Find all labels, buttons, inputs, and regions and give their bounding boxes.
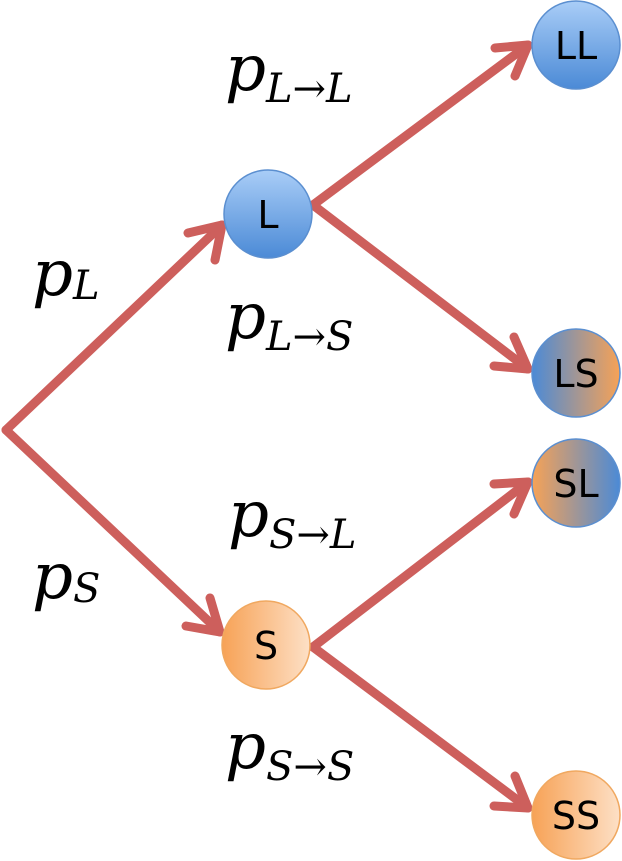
node-LS-label: LS xyxy=(553,352,598,396)
pStoL-sub: S xyxy=(269,512,296,558)
pL-sub: L xyxy=(72,263,100,309)
pLtoL-sub2: L xyxy=(325,66,353,112)
edge-L-to-LS xyxy=(308,200,533,374)
edge-label-pStoS: pS→S xyxy=(225,710,354,790)
edge-root-to-L xyxy=(1,220,227,435)
pStoL-base: p xyxy=(228,478,269,552)
edge-label-pL: pL xyxy=(32,237,100,311)
node-SL: SL xyxy=(531,438,621,528)
node-SS: SS xyxy=(531,770,621,860)
edge-root-to-S xyxy=(1,425,225,637)
pStoS-sub2: S xyxy=(327,744,354,790)
edge-label-pLtoL: pL→L xyxy=(225,32,353,112)
edge-L-to-LL xyxy=(308,40,533,210)
pLtoL-base: p xyxy=(225,32,266,106)
pLtoS-base: p xyxy=(225,280,266,354)
edge-label-pStoL: pS→L xyxy=(228,478,356,558)
pStoL-arrow: → xyxy=(296,512,330,558)
edges xyxy=(1,40,533,813)
node-LS: LS xyxy=(531,328,621,418)
node-LL: LL xyxy=(531,0,621,90)
pStoL-sub2: L xyxy=(329,512,357,558)
node-SL-label: SL xyxy=(553,462,598,506)
edge-label-pS: pS xyxy=(32,540,100,614)
pLtoS-arrow: → xyxy=(293,314,327,360)
edge-S-to-SL xyxy=(308,477,533,652)
pStoS-arrow: → xyxy=(293,744,327,790)
edge-label-pLtoS: pL→S xyxy=(225,280,353,360)
edge-S-to-SS xyxy=(308,642,533,813)
node-L-label: L xyxy=(257,193,278,237)
node-S-label: S xyxy=(254,624,278,668)
pStoS-base: p xyxy=(225,710,266,784)
pS-base: p xyxy=(32,540,73,614)
pLtoS-sub2: S xyxy=(326,314,353,360)
node-L: L xyxy=(223,169,313,259)
pLtoL-sub: L xyxy=(265,66,293,112)
pL-base: p xyxy=(32,237,73,311)
pS-sub: S xyxy=(73,566,100,612)
pLtoL-arrow: → xyxy=(293,66,327,112)
pStoS-sub: S xyxy=(266,744,293,790)
node-SS-label: SS xyxy=(552,794,600,838)
node-S: S xyxy=(221,600,311,690)
pLtoS-sub: L xyxy=(265,314,293,360)
node-LL-label: LL xyxy=(555,24,597,68)
